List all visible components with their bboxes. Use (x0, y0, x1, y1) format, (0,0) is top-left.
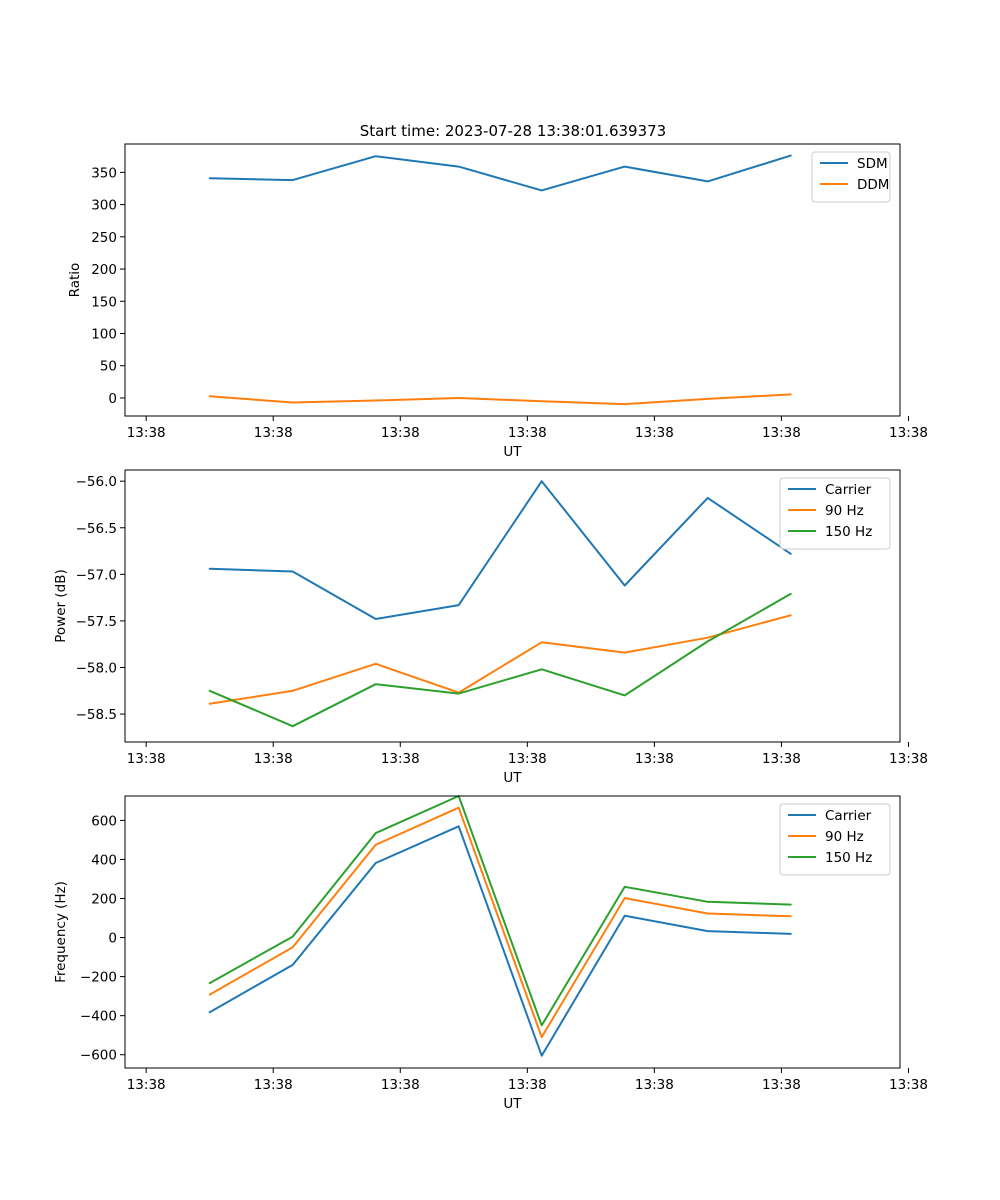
x-tick-label-ratio: 13:38 (762, 425, 801, 441)
legend-label-power-2: 150 Hz (825, 524, 872, 540)
y-tick-label-ratio: 0 (108, 391, 117, 407)
series-line-power-1 (208, 614, 792, 705)
x-tick-label-ratio: 13:38 (889, 425, 928, 441)
axes-frame-frequency (124, 795, 901, 1069)
legend-box-ratio (811, 151, 891, 203)
x-tick-label-frequency: 13:38 (381, 1077, 420, 1093)
series-line-ratio-0 (208, 154, 792, 192)
y-tick-label-ratio: 100 (91, 326, 117, 342)
y-axis-label-ratio: Ratio (67, 263, 83, 298)
x-axis-label-frequency: UT (503, 1096, 522, 1112)
series-line-power-2 (208, 592, 792, 728)
legend-label-frequency-1: 90 Hz (825, 829, 864, 845)
series-line-frequency-1 (208, 806, 792, 1039)
y-tick-label-ratio: 350 (91, 165, 117, 181)
y-tick-label-frequency: −400 (80, 1009, 117, 1025)
legend-ratio: SDM DDM (811, 151, 891, 203)
legend-label-ratio-1: DDM (857, 177, 889, 193)
y-tick-label-frequency: 600 (91, 813, 117, 829)
y-tick-label-power: −56.0 (76, 474, 117, 490)
legend-label-ratio-0: SDM (857, 156, 888, 172)
y-tick-label-power: −58.0 (76, 660, 117, 676)
panel-frequency: −600 −400 −200 0 200 400 600 13:38 13:38 13:38 13:… (53, 795, 928, 1112)
x-tick-label-power: 13:38 (635, 751, 674, 767)
y-tick-label-ratio: 50 (100, 359, 117, 375)
x-tick-label-frequency: 13:38 (127, 1077, 166, 1093)
y-tick-label-power: −57.5 (76, 614, 117, 630)
x-axis-label-power: UT (503, 770, 522, 786)
y-tick-label-frequency: 400 (91, 852, 117, 868)
y-tick-label-frequency: −200 (80, 970, 117, 986)
y-tick-label-power: −58.5 (76, 707, 117, 723)
x-tick-label-ratio: 13:38 (508, 425, 547, 441)
legend-label-frequency-2: 150 Hz (825, 850, 872, 866)
x-tick-label-power: 13:38 (508, 751, 547, 767)
y-tick-label-ratio: 300 (91, 198, 117, 214)
axes-frame-ratio (124, 143, 901, 417)
x-tick-label-power: 13:38 (889, 751, 928, 767)
y-tick-label-ratio: 150 (91, 294, 117, 310)
axes-frame-power (124, 469, 901, 743)
x-tick-label-power: 13:38 (254, 751, 293, 767)
series-line-ratio-1 (208, 393, 792, 406)
x-tick-label-frequency: 13:38 (254, 1077, 293, 1093)
x-tick-label-power: 13:38 (762, 751, 801, 767)
y-tick-label-frequency: 0 (108, 931, 117, 947)
x-tick-label-frequency: 13:38 (508, 1077, 547, 1093)
y-tick-label-frequency: 200 (91, 892, 117, 908)
figure-title: Start time: 2023-07-28 13:38:01.639373 (360, 122, 666, 140)
x-tick-label-power: 13:38 (381, 751, 420, 767)
x-axis-label-ratio: UT (503, 444, 522, 460)
x-tick-label-ratio: 13:38 (381, 425, 420, 441)
series-line-frequency-0 (208, 825, 792, 1057)
x-tick-label-ratio: 13:38 (635, 425, 674, 441)
y-axis-label-power: Power (dB) (53, 569, 69, 642)
y-tick-label-ratio: 250 (91, 230, 117, 246)
series-line-frequency-2 (208, 795, 792, 1027)
legend-label-power-1: 90 Hz (825, 503, 864, 519)
legend-power: Carrier 90 Hz 150 Hz (779, 477, 891, 550)
y-tick-label-power: −57.0 (76, 567, 117, 583)
panel-ratio: 0 50 100 150 200 250 300 350 13:38 13:38 13:38 13:3… (67, 143, 928, 460)
x-tick-label-frequency: 13:38 (635, 1077, 674, 1093)
x-tick-label-ratio: 13:38 (254, 425, 293, 441)
legend-frequency: Carrier 90 Hz 150 Hz (779, 803, 891, 876)
y-tick-label-frequency: −600 (80, 1048, 117, 1064)
legend-label-frequency-0: Carrier (825, 808, 872, 824)
y-tick-label-ratio: 200 (91, 262, 117, 278)
legend-label-power-0: Carrier (825, 482, 872, 498)
series-line-power-0 (208, 480, 792, 620)
x-tick-label-power: 13:38 (127, 751, 166, 767)
plot-panels: 0 50 100 150 200 250 300 350 13:38 13:38 13:38 13:3… (53, 143, 928, 1112)
panel-power: −58.5 −58.0 −57.5 −57.0 −56.5 −56.0 13:38 13:38… (53, 469, 928, 786)
x-tick-label-frequency: 13:38 (889, 1077, 928, 1093)
x-tick-label-frequency: 13:38 (762, 1077, 801, 1093)
y-tick-label-power: −56.5 (76, 521, 117, 537)
y-axis-label-frequency: Frequency (Hz) (53, 881, 69, 983)
x-tick-label-ratio: 13:38 (127, 425, 166, 441)
